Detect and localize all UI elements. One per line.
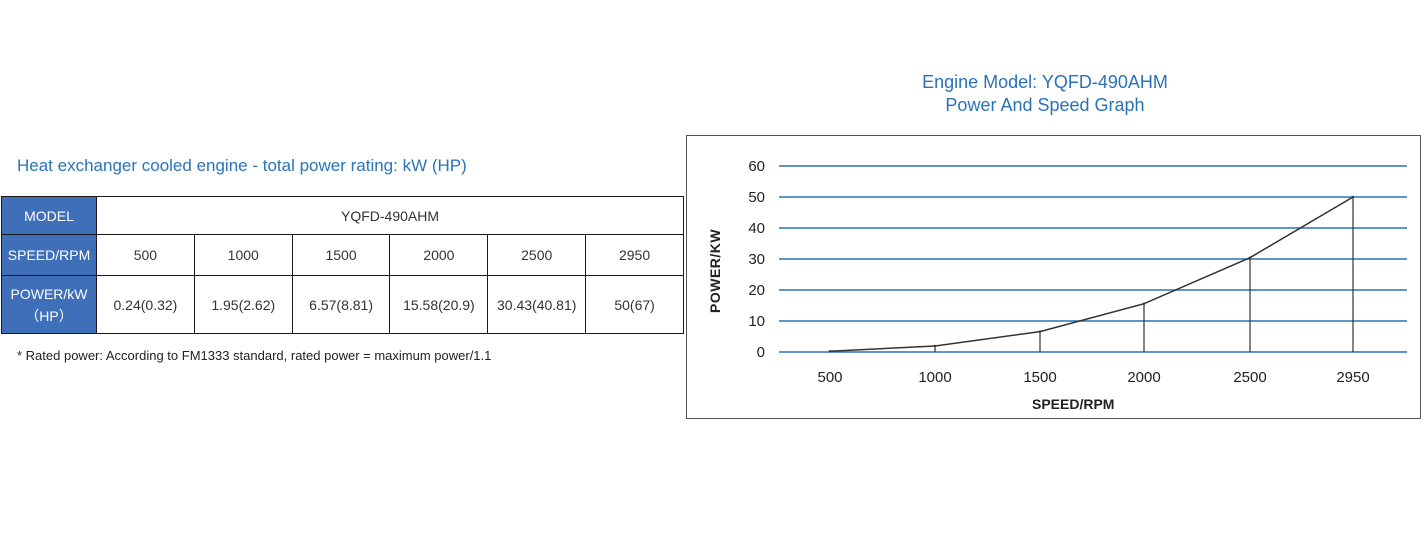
x-tick-label: 1500 xyxy=(1023,369,1056,386)
y-tick-label: 30 xyxy=(748,251,765,268)
y-tick-label: 20 xyxy=(748,282,765,299)
data-point xyxy=(828,350,832,353)
x-tick-label: 500 xyxy=(817,369,842,386)
power-cell: 6.57(8.81) xyxy=(291,275,391,334)
chart-title-line2: Power And Speed Graph xyxy=(945,95,1145,115)
speed-cell: 2950 xyxy=(585,234,684,276)
power-speed-chart: 0 10 20 30 40 50 60 500 1000 1500 2000 2500 2950 xyxy=(748,158,1407,386)
data-point xyxy=(1038,330,1042,333)
table-row-model: MODEL YQFD-490AHM xyxy=(1,196,684,235)
y-tick-label: 50 xyxy=(748,189,765,206)
speed-cell: 1500 xyxy=(291,234,391,276)
power-cell: 0.24(0.32) xyxy=(96,275,195,334)
y-tick-label: 10 xyxy=(748,313,765,330)
power-cell: 30.43(40.81) xyxy=(487,275,587,334)
speed-cell: 2500 xyxy=(487,234,587,276)
speed-header-cell: SPEED/RPM xyxy=(1,234,97,276)
power-cell: 50(67) xyxy=(585,275,684,334)
model-value-cell: YQFD-490AHM xyxy=(96,196,684,235)
speed-cell: 1000 xyxy=(193,234,293,276)
power-cell: 1.95(2.62) xyxy=(193,275,293,334)
x-tick-label: 1000 xyxy=(918,369,951,386)
power-header-cell: POWER/kW （HP） xyxy=(1,275,97,334)
table-row-speed: SPEED/RPM 500 1000 1500 2000 2500 2950 xyxy=(1,234,684,276)
power-cell: 15.58(20.9) xyxy=(389,275,489,334)
chart-title-line1: Engine Model: YQFD-490AHM xyxy=(922,72,1168,92)
speed-cell: 500 xyxy=(96,234,195,276)
table-heading: Heat exchanger cooled engine - total pow… xyxy=(17,156,467,175)
model-header-cell: MODEL xyxy=(1,196,97,235)
y-tick-label: 0 xyxy=(757,344,765,361)
x-tick-label: 2000 xyxy=(1127,369,1160,386)
power-header-line1: POWER/kW xyxy=(10,285,88,302)
table-row-power: POWER/kW （HP） 0.24(0.32) 1.95(2.62) 6.57… xyxy=(1,275,684,334)
y-tick-label: 60 xyxy=(748,158,765,175)
x-axis-label: SPEED/RPM xyxy=(1032,396,1115,412)
data-point xyxy=(1142,302,1146,305)
chart-frame: 0 10 20 30 40 50 60 500 1000 1500 2000 2500 2950 xyxy=(686,135,1421,419)
data-point xyxy=(1351,195,1355,199)
rated-power-footnote: * Rated power: According to FM1333 stand… xyxy=(17,348,492,363)
x-tick-label: 2950 xyxy=(1336,369,1369,386)
y-axis-label: POWER/KW xyxy=(707,228,723,313)
chart-title: Engine Model: YQFD-490AHM Power And Spee… xyxy=(870,71,1220,117)
speed-cell: 2000 xyxy=(389,234,489,276)
power-header-line2: （HP） xyxy=(25,307,73,324)
data-point xyxy=(933,344,937,348)
y-tick-label: 40 xyxy=(748,220,765,237)
x-tick-label: 2500 xyxy=(1233,369,1266,386)
data-point xyxy=(1248,256,1252,259)
series-line xyxy=(829,196,1354,353)
power-rating-table: MODEL YQFD-490AHM SPEED/RPM 500 1000 150… xyxy=(1,196,684,334)
